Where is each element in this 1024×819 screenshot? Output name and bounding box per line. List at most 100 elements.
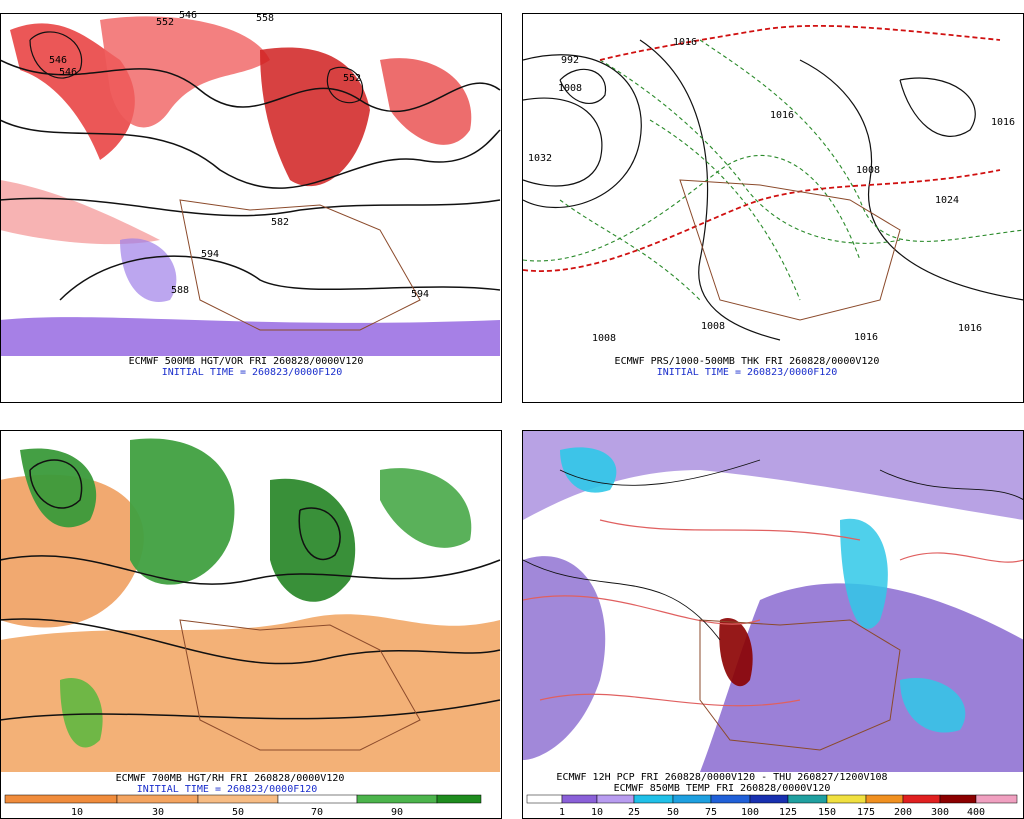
colorbar-label: 125 bbox=[779, 807, 797, 818]
contour bbox=[899, 77, 976, 137]
contour bbox=[599, 519, 861, 541]
colorbar-swatch bbox=[787, 794, 828, 804]
contour bbox=[879, 469, 1023, 501]
contour bbox=[899, 552, 1023, 563]
shade bbox=[20, 448, 97, 528]
colorbar-swatch bbox=[277, 794, 358, 804]
shade bbox=[120, 238, 177, 302]
contour bbox=[59, 255, 501, 301]
shade bbox=[380, 58, 472, 145]
colorbar-label: 100 bbox=[741, 807, 759, 818]
panel-caption: ECMWF 700MB HGT/RH FRI 260828/0000V120 bbox=[116, 773, 345, 784]
colorbar-swatch bbox=[939, 794, 977, 804]
colorbar-label: 300 bbox=[931, 807, 949, 818]
panel-caption: ECMWF 500MB HGT/VOR FRI 260828/0000V120 bbox=[129, 356, 364, 367]
colorbar-label: 50 bbox=[232, 807, 244, 818]
colorbar-swatch bbox=[749, 794, 789, 804]
panel-caption: ECMWF PRS/1000-500MB THK FRI 260828/0000… bbox=[615, 356, 880, 367]
colorbars: 10 30 50 70 90 1 10 25 50 75 100 125 150 175 200 300 400 bbox=[4, 794, 1018, 818]
panel-frame bbox=[522, 13, 1024, 403]
shade bbox=[523, 431, 1023, 520]
map-area bbox=[1, 16, 501, 356]
contour-label: 594 bbox=[411, 289, 429, 300]
colorbar-swatch bbox=[197, 794, 279, 804]
contour bbox=[523, 169, 1001, 272]
colorbar-swatch bbox=[356, 794, 438, 804]
contour bbox=[699, 619, 901, 751]
colorbar-label: 70 bbox=[311, 807, 323, 818]
contour bbox=[523, 559, 721, 641]
initial-time: INITIAL TIME = 260823/0000F120 bbox=[657, 367, 838, 378]
contour bbox=[559, 68, 607, 104]
shade bbox=[130, 438, 235, 585]
colorbar-swatch bbox=[561, 794, 598, 804]
contour bbox=[649, 119, 801, 301]
shade bbox=[100, 16, 270, 128]
contour-label: 1016 bbox=[770, 110, 794, 121]
colorbar-swatch bbox=[116, 794, 199, 804]
contour-label: 1032 bbox=[528, 153, 552, 164]
colorbar-swatch bbox=[526, 794, 563, 804]
map-area bbox=[523, 24, 1023, 341]
shade bbox=[270, 478, 356, 602]
contour bbox=[523, 54, 642, 208]
contour-label: 552 bbox=[343, 73, 361, 84]
contour bbox=[1, 699, 501, 721]
contour bbox=[1, 197, 501, 217]
contour-label: 546 bbox=[49, 55, 67, 66]
panel-subtitle: ECMWF 850MB TEMP FRI 260828/0000V120 bbox=[614, 783, 831, 794]
shade bbox=[900, 678, 966, 733]
colorbar-swatch bbox=[902, 794, 941, 804]
colorbar-label: 75 bbox=[705, 807, 717, 818]
contour-label: 1008 bbox=[592, 333, 616, 344]
contour bbox=[559, 459, 761, 486]
contour bbox=[179, 619, 421, 751]
contour bbox=[179, 199, 421, 331]
contour bbox=[679, 179, 901, 321]
shade bbox=[1, 317, 500, 356]
colorbar-swatch bbox=[826, 794, 867, 804]
contour bbox=[1, 119, 501, 189]
contour bbox=[1, 618, 501, 665]
contour bbox=[1, 59, 501, 113]
contour-label: 582 bbox=[271, 217, 289, 228]
contour bbox=[599, 24, 1001, 61]
map-drawing bbox=[1, 16, 1023, 772]
colorbar-label: 50 bbox=[667, 807, 679, 818]
colorbar-swatch bbox=[633, 794, 674, 804]
panel-caption: ECMWF 12H PCP FRI 260828/0000V120 - THU … bbox=[556, 772, 887, 783]
shade bbox=[1, 474, 144, 628]
shade bbox=[840, 518, 888, 629]
shade bbox=[380, 468, 472, 548]
colorbar-label: 25 bbox=[628, 807, 640, 818]
contour-label: 1016 bbox=[958, 323, 982, 334]
contour bbox=[523, 154, 861, 262]
contour bbox=[699, 39, 1023, 242]
contour bbox=[29, 31, 83, 79]
colorbar-label: 10 bbox=[71, 807, 83, 818]
contour bbox=[523, 595, 761, 625]
map-area bbox=[1, 438, 501, 772]
colorbar-swatch bbox=[710, 794, 751, 804]
shade bbox=[1, 614, 500, 772]
contour bbox=[326, 66, 364, 104]
colorbar-label: 150 bbox=[818, 807, 836, 818]
shade bbox=[1, 180, 160, 245]
contour bbox=[298, 507, 341, 561]
colorbar-swatch bbox=[436, 794, 482, 804]
colorbar-swatch bbox=[975, 794, 1018, 804]
initial-time: INITIAL TIME = 260823/0000F120 bbox=[162, 367, 343, 378]
map-area bbox=[523, 431, 1023, 772]
contour bbox=[559, 199, 701, 301]
contour-label: 1008 bbox=[558, 83, 582, 94]
initial-time: INITIAL TIME = 260823/0000F120 bbox=[137, 784, 318, 795]
colorbar-label: 10 bbox=[591, 807, 603, 818]
colorbar-label: 400 bbox=[967, 807, 985, 818]
shade bbox=[60, 678, 103, 748]
contour-label: 552 bbox=[156, 17, 174, 28]
contour bbox=[523, 97, 603, 187]
colorbar-label: 175 bbox=[857, 807, 875, 818]
